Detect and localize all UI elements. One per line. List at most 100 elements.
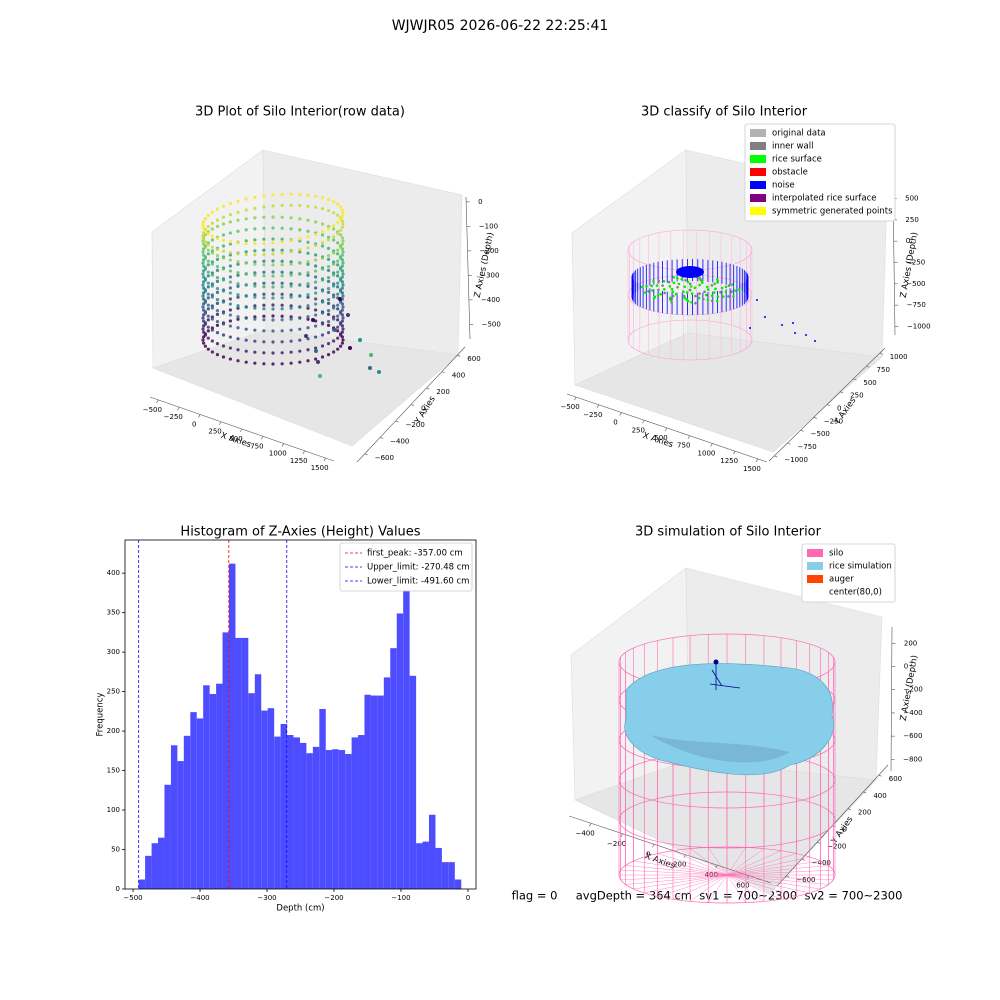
silo-wireframe <box>726 874 782 900</box>
legend-label: rice simulation <box>829 562 892 572</box>
tick-mark <box>687 435 690 439</box>
point <box>221 256 226 260</box>
point <box>710 294 714 298</box>
point <box>244 217 248 221</box>
legend-label: first_peak: -357.00 cm <box>367 549 463 559</box>
z-tick-label: −750 <box>907 301 926 309</box>
point <box>340 330 345 334</box>
tick-mark <box>863 791 867 794</box>
point <box>236 317 240 321</box>
point <box>221 244 226 248</box>
point <box>236 229 240 233</box>
point <box>332 284 336 288</box>
silo-wireframe <box>633 860 728 876</box>
point <box>749 327 751 329</box>
point <box>289 192 293 196</box>
point <box>228 264 232 268</box>
point <box>271 351 275 355</box>
point <box>215 312 220 316</box>
point <box>681 290 685 294</box>
point <box>289 350 293 354</box>
tick-mark <box>866 365 870 368</box>
point <box>339 300 343 304</box>
point <box>280 270 284 274</box>
point <box>314 349 318 353</box>
point <box>236 262 240 266</box>
y-tick-label: 500 <box>863 379 876 387</box>
point <box>306 293 310 297</box>
point <box>332 235 336 239</box>
y-tick-label: −400 <box>390 437 409 445</box>
point <box>244 250 248 254</box>
point <box>253 317 257 321</box>
point <box>314 297 318 301</box>
point <box>306 273 310 277</box>
point <box>306 306 310 310</box>
point <box>210 284 214 288</box>
point <box>781 324 783 326</box>
point <box>336 336 340 340</box>
point <box>719 291 722 294</box>
point <box>215 265 220 269</box>
y-tick-label: −200 <box>406 421 425 429</box>
point <box>280 240 284 244</box>
silo-wireframe <box>726 874 821 890</box>
point <box>253 260 257 264</box>
point <box>236 359 240 363</box>
point <box>336 232 340 236</box>
point <box>326 265 331 269</box>
point <box>339 289 343 293</box>
y-tick-label: 200 <box>107 727 120 735</box>
point <box>271 362 275 366</box>
point <box>685 291 689 294</box>
point <box>221 249 226 253</box>
silo-wireframe <box>726 874 834 881</box>
tick-mark <box>589 823 592 827</box>
point <box>640 285 644 289</box>
point <box>688 282 692 286</box>
z-tick-label: −400 <box>903 709 922 717</box>
z-tick-label: 250 <box>905 216 918 224</box>
point <box>341 305 345 309</box>
point <box>694 294 697 298</box>
point <box>262 285 266 289</box>
point <box>714 287 717 291</box>
legend-label: rice surface <box>772 155 822 165</box>
point <box>253 361 257 365</box>
point <box>271 292 275 296</box>
point <box>253 339 257 343</box>
bar <box>196 718 204 889</box>
silo-wireframe <box>620 874 728 881</box>
silo-wireframe <box>708 874 728 903</box>
point <box>215 287 220 291</box>
point <box>206 259 210 263</box>
tick-mark <box>198 414 201 418</box>
point <box>206 281 210 285</box>
point <box>699 278 702 281</box>
point <box>655 284 659 287</box>
point <box>201 294 205 298</box>
point <box>316 360 320 364</box>
point <box>215 207 220 211</box>
legend-label: inner wall <box>772 142 813 152</box>
point <box>326 353 331 357</box>
point <box>244 272 248 276</box>
point <box>221 300 226 304</box>
point <box>221 204 226 208</box>
point <box>262 241 266 246</box>
point <box>262 226 266 230</box>
point <box>727 284 731 287</box>
point <box>271 340 275 344</box>
x-tick-label: 1250 <box>720 457 738 465</box>
point <box>289 339 293 343</box>
point <box>221 215 226 219</box>
point <box>280 248 284 252</box>
point <box>262 205 266 209</box>
point <box>298 360 302 364</box>
bar <box>332 749 339 889</box>
silo-wireframe <box>657 874 728 897</box>
point <box>706 298 710 302</box>
point <box>332 262 336 266</box>
axis-pane <box>151 149 267 369</box>
point <box>228 286 232 290</box>
